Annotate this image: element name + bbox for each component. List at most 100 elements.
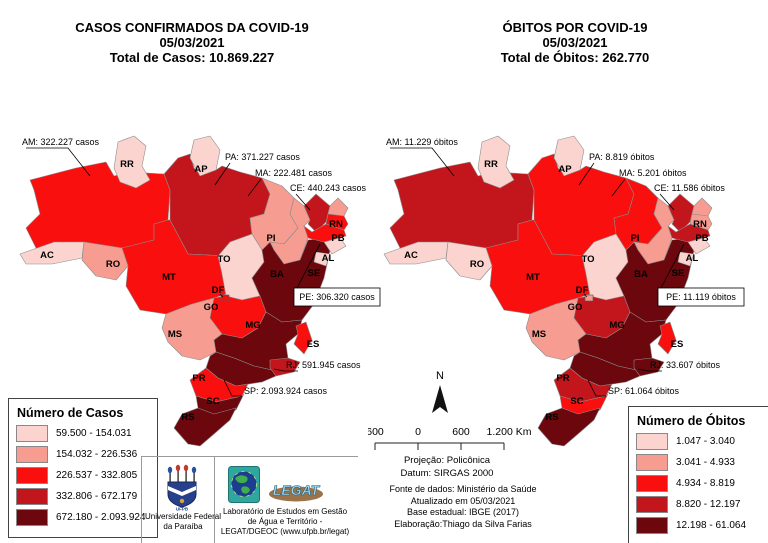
scale-label-3: 1.200 Km (487, 426, 532, 438)
legend-row: 3.041 - 4.933 (636, 454, 768, 471)
state-RS (537, 407, 601, 447)
state-label-GO: GO (568, 302, 583, 313)
deaths-legend-title: Número de Óbitos (637, 414, 746, 428)
legat-caption-line1: Laboratório de Estudos em Gestão (222, 507, 348, 516)
cases-legend-rows: 59.500 - 154.031 154.032 - 226.536 226.537… (16, 425, 150, 526)
callout-PE: PE: 11.119 óbitos (666, 292, 736, 302)
state-SE (313, 251, 331, 267)
legend-swatch-class-3 (636, 475, 668, 492)
state-label-MS: MS (168, 329, 182, 340)
callout-AM: AM: 322.227 casos (22, 137, 100, 147)
state-label-PR: PR (556, 373, 569, 384)
callout-MA: MA: 222.481 casos (255, 168, 333, 178)
state-label-BA: BA (270, 269, 284, 280)
state-PB (689, 213, 713, 231)
legat-wordmark: LEGAT (269, 482, 323, 502)
callout-leader-MA (247, 178, 262, 197)
callout-leader-PE (295, 243, 321, 291)
legend-row: 672.180 - 2.093.924 (16, 509, 150, 526)
state-RJ (269, 357, 301, 377)
source-line-4: Elaboração:Thiago da Silva Farias (394, 518, 532, 529)
state-AP (189, 135, 221, 177)
state-label-PI: PI (267, 233, 276, 244)
frame-line-left (141, 456, 142, 543)
projection-line: Projeção: Policônica (403, 455, 491, 466)
north-arrow: N (432, 370, 448, 413)
state-label-RR: RR (120, 159, 134, 170)
state-label-AC: AC (404, 250, 418, 261)
callout-RJ: RJ: 33.607 óbitos (650, 360, 721, 370)
legend-range-label: 59.500 - 154.031 (56, 428, 132, 439)
legend-swatch-class-5 (636, 517, 668, 534)
state-AP (553, 135, 585, 177)
state-label-TO: TO (217, 254, 230, 265)
scale-bar-line (374, 442, 505, 450)
ufpb-crest-text: UFPB (176, 507, 189, 512)
legend-row: 226.537 - 332.805 (16, 467, 150, 484)
projection-block: Projeção: Policônica Datum: SIRGAS 2000 (377, 454, 517, 480)
state-label-GO: GO (204, 302, 219, 313)
state-label-ES: ES (671, 339, 684, 350)
cases-title-total: Total de Casos: 10.869.227 (109, 50, 275, 65)
state-label-TO: TO (581, 254, 594, 265)
legend-range-label: 226.537 - 332.805 (56, 470, 138, 481)
state-RO (81, 241, 129, 281)
legend-swatch-class-2 (16, 446, 48, 463)
frame-line-top (141, 456, 358, 457)
state-RR (477, 135, 515, 189)
deaths-title-block: ÓBITOS POR COVID-19 05/03/2021 Total de … (408, 20, 742, 65)
state-label-AP: AP (558, 164, 572, 175)
deaths-title-date: 05/03/2021 (542, 35, 608, 50)
state-label-DF: DF (212, 285, 225, 296)
frame-line-middle (214, 456, 215, 543)
legend-swatch-class-5 (16, 509, 48, 526)
legend-range-label: 3.041 - 4.933 (676, 457, 735, 468)
legend-row: 12.198 - 61.064 (636, 517, 768, 534)
state-label-ES: ES (307, 339, 320, 350)
state-label-AL: AL (686, 253, 699, 264)
legend-range-label: 672.180 - 2.093.924 (56, 512, 146, 523)
deaths-title-total: Total de Óbitos: 262.770 (500, 50, 650, 65)
cases-legend-title: Número de Casos (17, 406, 124, 420)
legat-caption-line2: de Água e Território - (247, 517, 323, 526)
ufpb-shield-icon (167, 481, 197, 508)
state-RR (113, 135, 151, 189)
state-label-AC: AC (40, 250, 54, 261)
state-label-MT: MT (526, 272, 540, 283)
legend-range-label: 4.934 - 8.819 (676, 478, 735, 489)
state-RN (327, 197, 349, 217)
state-AM (389, 161, 535, 253)
state-DF (220, 294, 230, 302)
state-ES (657, 321, 677, 355)
source-line-3: Base estadual: IBGE (2017) (406, 507, 520, 517)
ufpb-caption-line1: Universidade Federal (144, 512, 222, 521)
legend-swatch-class-4 (16, 488, 48, 505)
state-ES (293, 321, 313, 355)
legat-caption-line3: LEGAT/DGEOC (www.ufpb.br/legat) (220, 527, 350, 536)
state-label-AL: AL (322, 253, 335, 264)
callout-leader-SP (587, 379, 606, 397)
callout-PA: PA: 8.819 óbitos (589, 152, 655, 162)
callout-AM: AM: 11.229 óbitos (386, 137, 458, 147)
cases-legend: Número de Casos 59.500 - 154.031 154.032 … (8, 398, 158, 538)
state-DF (584, 294, 594, 302)
callout-box-PE (657, 287, 745, 307)
state-SE (677, 251, 695, 267)
state-label-RO: RO (470, 259, 484, 270)
datum-line: Datum: SIRGAS 2000 (400, 468, 494, 479)
callout-SP: SP: 61.064 óbitos (608, 386, 680, 396)
legend-range-label: 12.198 - 61.064 (676, 520, 747, 531)
ufpb-torches-icon (167, 464, 197, 482)
df-leader-line (219, 293, 224, 298)
callout-box-PE (293, 287, 381, 307)
cases-choropleth-map: RR AP AC RO MT TO PI RN PB AL SE BA DF GO MS MG ES PR SC RS… (18, 128, 386, 458)
legend-range-label: 1.047 - 3.040 (676, 436, 735, 447)
state-label-SE: SE (308, 268, 321, 279)
north-arrow-label: N (436, 370, 444, 382)
state-label-RR: RR (484, 159, 498, 170)
state-AL (323, 237, 347, 255)
scale-label-0: 600 (368, 426, 384, 438)
cases-title-date: 05/03/2021 (159, 35, 225, 50)
state-RO (445, 241, 493, 281)
